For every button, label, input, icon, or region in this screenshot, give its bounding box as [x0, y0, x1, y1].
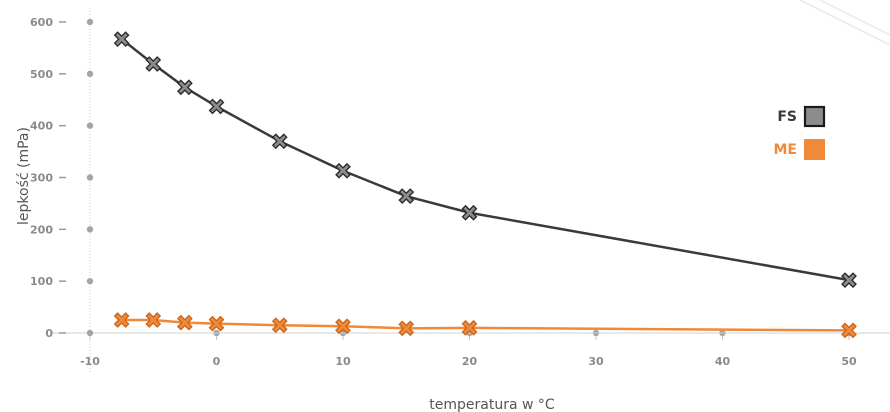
- legend-swatch-me: [804, 139, 825, 160]
- legend-swatch-fs: [803, 105, 826, 128]
- legend: FS ME: [774, 105, 826, 160]
- data-point-me-6: [398, 320, 415, 337]
- series-layer: [113, 31, 857, 339]
- y-tick-dot-0: [86, 329, 94, 337]
- y-tick-label-6: 600: [30, 16, 53, 29]
- y-tick-label-0: 0: [45, 327, 53, 340]
- y-tick-dot-1: [86, 277, 94, 285]
- y-tick-dot-2: [86, 226, 94, 233]
- x-tick-label-3: 20: [462, 355, 478, 368]
- data-point-me-3: [208, 315, 225, 332]
- data-point-fs-0: [113, 31, 130, 47]
- data-point-me-5: [335, 318, 351, 335]
- x-tick-label-4: 30: [588, 355, 604, 368]
- data-point-fs-4: [271, 133, 288, 150]
- y-tick-dot-5: [86, 70, 94, 78]
- data-point-me-7: [461, 319, 478, 336]
- data-point-me-1: [145, 312, 162, 328]
- y-tick-label-1: 100: [30, 275, 53, 288]
- data-point-fs-1: [145, 56, 162, 72]
- legend-label-me: ME: [774, 142, 798, 158]
- series-line-me: [121, 318, 850, 332]
- y-axis-ticks: 0 100 200 300 400 500 600: [30, 16, 94, 340]
- series-line-fs: [120, 38, 850, 282]
- y-tick-label-5: 500: [30, 68, 53, 81]
- y-tick-dot-6: [86, 18, 94, 26]
- data-point-me-4: [271, 317, 288, 334]
- y-tick-label-4: 400: [30, 120, 53, 133]
- data-point-fs-3: [208, 98, 225, 115]
- y-tick-dot-3: [86, 174, 94, 181]
- x-tick-label-6: 50: [841, 355, 857, 368]
- y-tick-dot-4: [86, 122, 94, 129]
- data-point-fs-2: [176, 79, 193, 96]
- data-point-me-2: [176, 314, 193, 331]
- data-point-fs-8: [841, 272, 857, 289]
- data-point-me-0: [113, 312, 130, 328]
- data-point-fs-5: [335, 162, 351, 179]
- x-axis-ticks: -10 0 10 20 30 40 50: [80, 336, 857, 368]
- x-tick-label-2: 10: [335, 355, 351, 368]
- x-axis-title: temperatura w °C: [429, 397, 555, 412]
- data-point-fs-6: [398, 188, 415, 205]
- y-tick-label-2: 200: [30, 223, 53, 236]
- data-point-me-8: [841, 322, 857, 339]
- y-axis-title: lepkość (mPa): [16, 127, 32, 225]
- decorative-lines: [799, 0, 890, 46]
- x-tick-label-5: 40: [715, 355, 731, 368]
- x-tick-label-1: 0: [213, 355, 221, 368]
- data-point-fs-7: [461, 204, 478, 221]
- legend-label-fs: FS: [777, 109, 797, 125]
- x-tick-label-0: -10: [80, 355, 100, 368]
- y-tick-label-3: 300: [30, 172, 53, 185]
